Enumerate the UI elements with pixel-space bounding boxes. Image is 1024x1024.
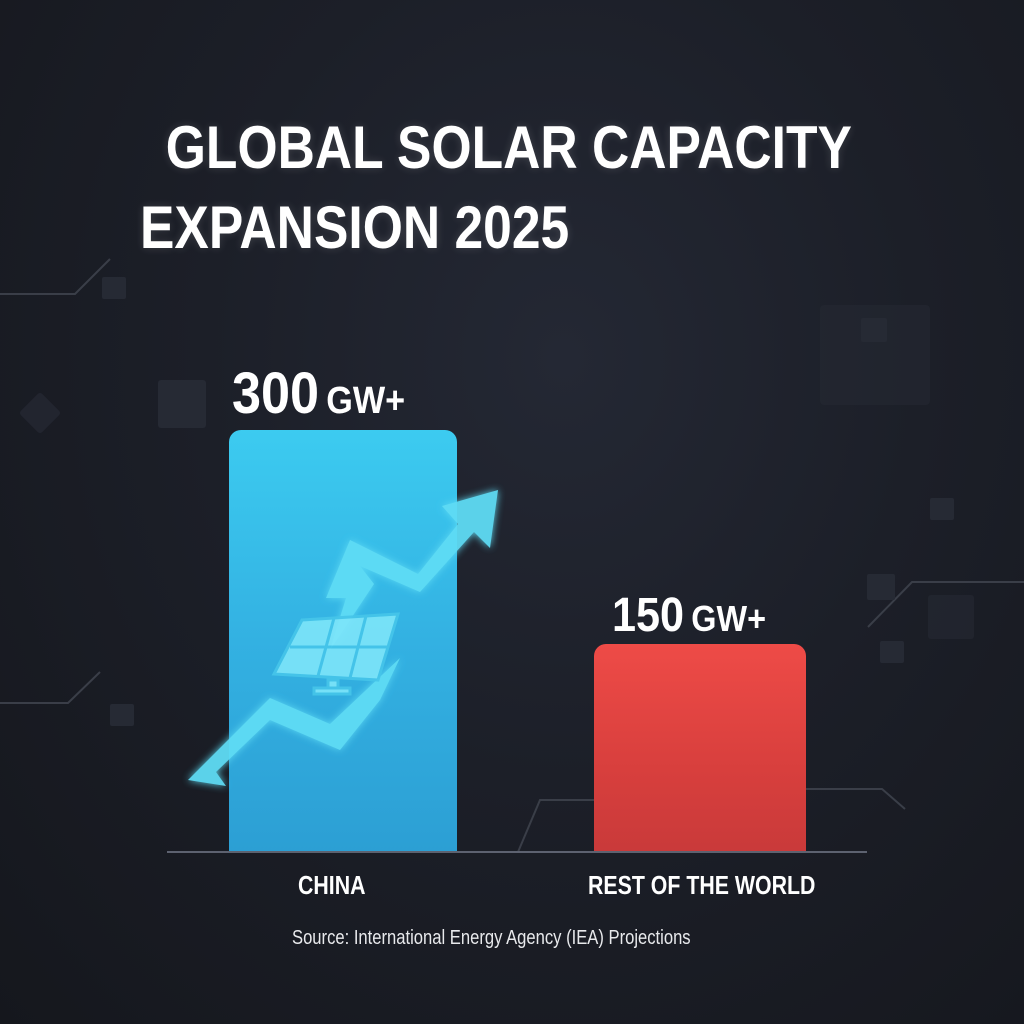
chart-title-line-2: EXPANSION 2025 xyxy=(140,194,570,261)
category-label-china: CHINA xyxy=(298,870,366,900)
category-label-rest-of-world: REST OF THE WORLD xyxy=(588,870,816,900)
source-note: Source: International Energy Agency (IEA… xyxy=(292,927,691,949)
x-axis-baseline xyxy=(167,851,867,853)
chart-title: GLOBAL SOLAR CAPACITY EXPANSION 2025 xyxy=(140,108,852,268)
rest-of-world-value-label: 150 GW+ xyxy=(612,588,766,643)
chart-title-line-1: GLOBAL SOLAR CAPACITY xyxy=(165,114,852,181)
rest-of-world-value-unit: GW+ xyxy=(691,598,766,639)
china-value-unit: GW+ xyxy=(326,380,406,422)
trending-up-arrow-icon xyxy=(188,490,498,786)
solar-panel-icon xyxy=(271,612,401,696)
china-value-number: 300 xyxy=(232,361,320,426)
rest-of-world-bar xyxy=(594,644,806,852)
china-value-label: 300 GW+ xyxy=(232,360,405,427)
rest-of-world-value-number: 150 xyxy=(612,589,685,642)
